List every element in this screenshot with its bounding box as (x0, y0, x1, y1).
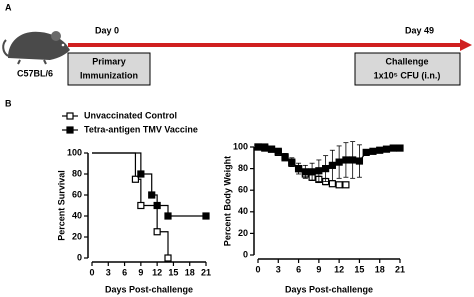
y-tick-label: 40 (238, 206, 248, 216)
marker (137, 170, 145, 178)
marker (281, 153, 289, 161)
x-tick-label: 0 (255, 264, 260, 274)
box-text: Primary (92, 56, 126, 66)
x-tick-label: 0 (89, 267, 94, 277)
marker (396, 144, 404, 152)
marker (137, 201, 145, 210)
x-tick-label: 3 (276, 264, 281, 274)
marker (153, 201, 161, 210)
marker (315, 167, 323, 175)
y-tick-label: 60 (72, 189, 82, 199)
marker (322, 165, 330, 173)
marker (294, 165, 303, 173)
x-tick-label: 21 (201, 267, 211, 277)
marker (254, 143, 262, 151)
x-axis-label: Days Post-challenge (105, 284, 193, 294)
y-tick-label: 60 (238, 185, 248, 195)
legend-label: Unvaccinated Control (84, 110, 177, 120)
x-tick-label: 21 (395, 264, 405, 274)
marker (328, 180, 336, 188)
x-tick-label: 6 (122, 267, 127, 277)
x-tick-label: 12 (334, 264, 344, 274)
marker (369, 147, 377, 155)
series-line (92, 152, 206, 217)
x-tick-label: 15 (168, 267, 178, 277)
panel-label: B (5, 98, 12, 108)
legend-marker (66, 112, 74, 120)
x-tick-label: 12 (152, 267, 162, 277)
x-axis-label: Days Post-challenge (285, 284, 373, 294)
x-tick-label: 9 (138, 267, 143, 277)
day-label: Day 49 (405, 25, 434, 35)
marker (164, 254, 172, 262)
x-tick-label: 9 (316, 264, 321, 274)
box-text: 1x10⁵ CFU (i.n.) (374, 70, 441, 80)
x-tick-label: 18 (375, 264, 385, 274)
marker (362, 148, 370, 156)
marker (288, 158, 296, 166)
y-tick-label: 80 (72, 168, 82, 178)
y-tick-label: 0 (243, 249, 248, 259)
marker (328, 161, 336, 169)
strain-label: C57BL/6 (17, 68, 53, 78)
marker (301, 168, 309, 176)
day-label: Day 0 (95, 25, 119, 35)
arrow-head (460, 39, 472, 51)
marker (335, 158, 343, 166)
legend-marker (66, 126, 74, 134)
step-box (354, 52, 461, 86)
marker (382, 145, 391, 153)
box-text: Challenge (385, 56, 428, 66)
marker (342, 156, 350, 164)
y-tick-label: 40 (72, 210, 82, 220)
panel-label: A (5, 2, 12, 12)
marker (148, 191, 156, 199)
marker (389, 144, 397, 152)
x-tick-label: 15 (354, 264, 364, 274)
y-tick-label: 80 (238, 163, 248, 173)
y-tick-label: 0 (77, 252, 82, 262)
marker (355, 157, 364, 165)
box-text: Immunization (80, 70, 138, 80)
marker (131, 175, 140, 183)
y-tick-label: 20 (238, 228, 248, 238)
y-axis-label: Percent Survival (56, 170, 66, 241)
marker (376, 146, 384, 154)
marker (335, 181, 343, 189)
marker (164, 212, 172, 220)
y-tick-label: 100 (233, 141, 248, 151)
marker (274, 147, 282, 155)
mouse-icon (2, 31, 70, 65)
marker (342, 181, 350, 189)
y-tick-label: 20 (72, 231, 82, 241)
marker (202, 212, 210, 220)
marker (349, 156, 357, 164)
marker (267, 145, 276, 153)
legend-label: Tetra-antigen TMV Vaccine (84, 124, 198, 134)
y-axis-label: Percent Body Weight (222, 156, 232, 246)
y-tick-label: 100 (67, 147, 82, 157)
x-tick-label: 3 (106, 267, 111, 277)
marker (308, 168, 316, 176)
x-tick-label: 6 (296, 264, 301, 274)
marker (153, 228, 161, 236)
step-box (67, 52, 151, 86)
x-tick-label: 18 (185, 267, 195, 277)
marker (261, 143, 269, 151)
